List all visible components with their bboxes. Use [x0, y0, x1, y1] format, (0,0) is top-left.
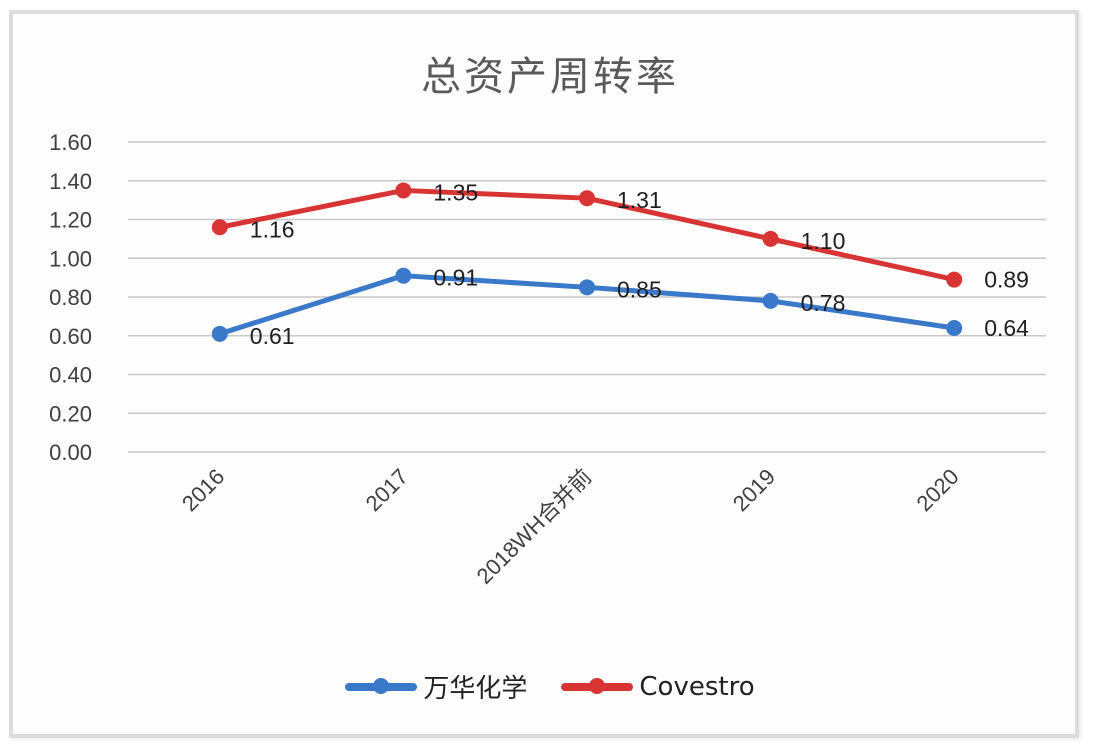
- x-axis: 2016 2017 2018WH合并前 2019 2020: [177, 464, 964, 589]
- y-tick-label: 1.20: [49, 208, 92, 233]
- y-tick-label: 1.60: [49, 130, 92, 155]
- y-tick-label: 0.20: [49, 401, 92, 426]
- y-tick-label: 0.00: [49, 440, 92, 465]
- y-axis: 0.00 0.20 0.40 0.60 0.80 1.00 1.20 1.40 1.60: [49, 130, 92, 465]
- data-label: 0.85: [617, 276, 662, 302]
- x-tick-label: 2016: [177, 464, 229, 516]
- data-point-marker[interactable]: [579, 190, 595, 207]
- data-point-marker[interactable]: [762, 292, 779, 309]
- legend-line-marker-icon: [561, 677, 634, 694]
- data-point-marker[interactable]: [762, 230, 779, 247]
- data-point-marker[interactable]: [211, 219, 228, 236]
- legend-item-wanhua[interactable]: 万华化学: [345, 668, 527, 705]
- data-label: 0.91: [433, 265, 478, 291]
- y-tick-label: 1.40: [49, 169, 92, 194]
- data-point-marker[interactable]: [946, 320, 963, 336]
- gridlines: [128, 141, 1046, 453]
- data-point-marker[interactable]: [395, 267, 412, 284]
- legend-label: 万华化学: [423, 674, 528, 704]
- data-label: 0.64: [984, 315, 1029, 341]
- data-label: 1.31: [617, 187, 662, 213]
- data-label: 1.35: [433, 179, 478, 205]
- data-label: 1.10: [801, 228, 846, 254]
- x-tick-label: 2020: [911, 464, 963, 516]
- data-label: 1.16: [250, 216, 295, 242]
- legend-line-marker-icon: [345, 677, 418, 694]
- y-tick-label: 0.40: [49, 363, 92, 388]
- data-point-marker[interactable]: [211, 325, 228, 342]
- series-lines: [211, 182, 963, 342]
- y-tick-label: 0.60: [49, 324, 92, 349]
- data-label: 0.61: [250, 323, 295, 349]
- x-tick-label: 2017: [361, 464, 413, 516]
- legend-label: Covestro: [639, 671, 755, 702]
- x-tick-label: 2018WH合并前: [472, 464, 597, 589]
- data-label: 0.78: [801, 290, 846, 316]
- data-point-marker[interactable]: [946, 271, 963, 288]
- data-labels: 0.61 0.91 0.85 0.78 0.64 1.16 1.35 1.31 1.10 0.89: [250, 179, 1029, 348]
- legend: 万华化学 Covestro: [0, 668, 1100, 705]
- chart-title: 总资产周转率: [421, 54, 679, 100]
- data-label: 0.89: [984, 267, 1029, 293]
- data-point-marker[interactable]: [395, 182, 412, 199]
- y-tick-label: 0.80: [49, 285, 92, 310]
- legend-item-covestro[interactable]: Covestro: [561, 671, 755, 702]
- x-tick-label: 2019: [728, 464, 780, 516]
- y-tick-label: 1.00: [49, 246, 92, 271]
- data-point-marker[interactable]: [579, 279, 595, 296]
